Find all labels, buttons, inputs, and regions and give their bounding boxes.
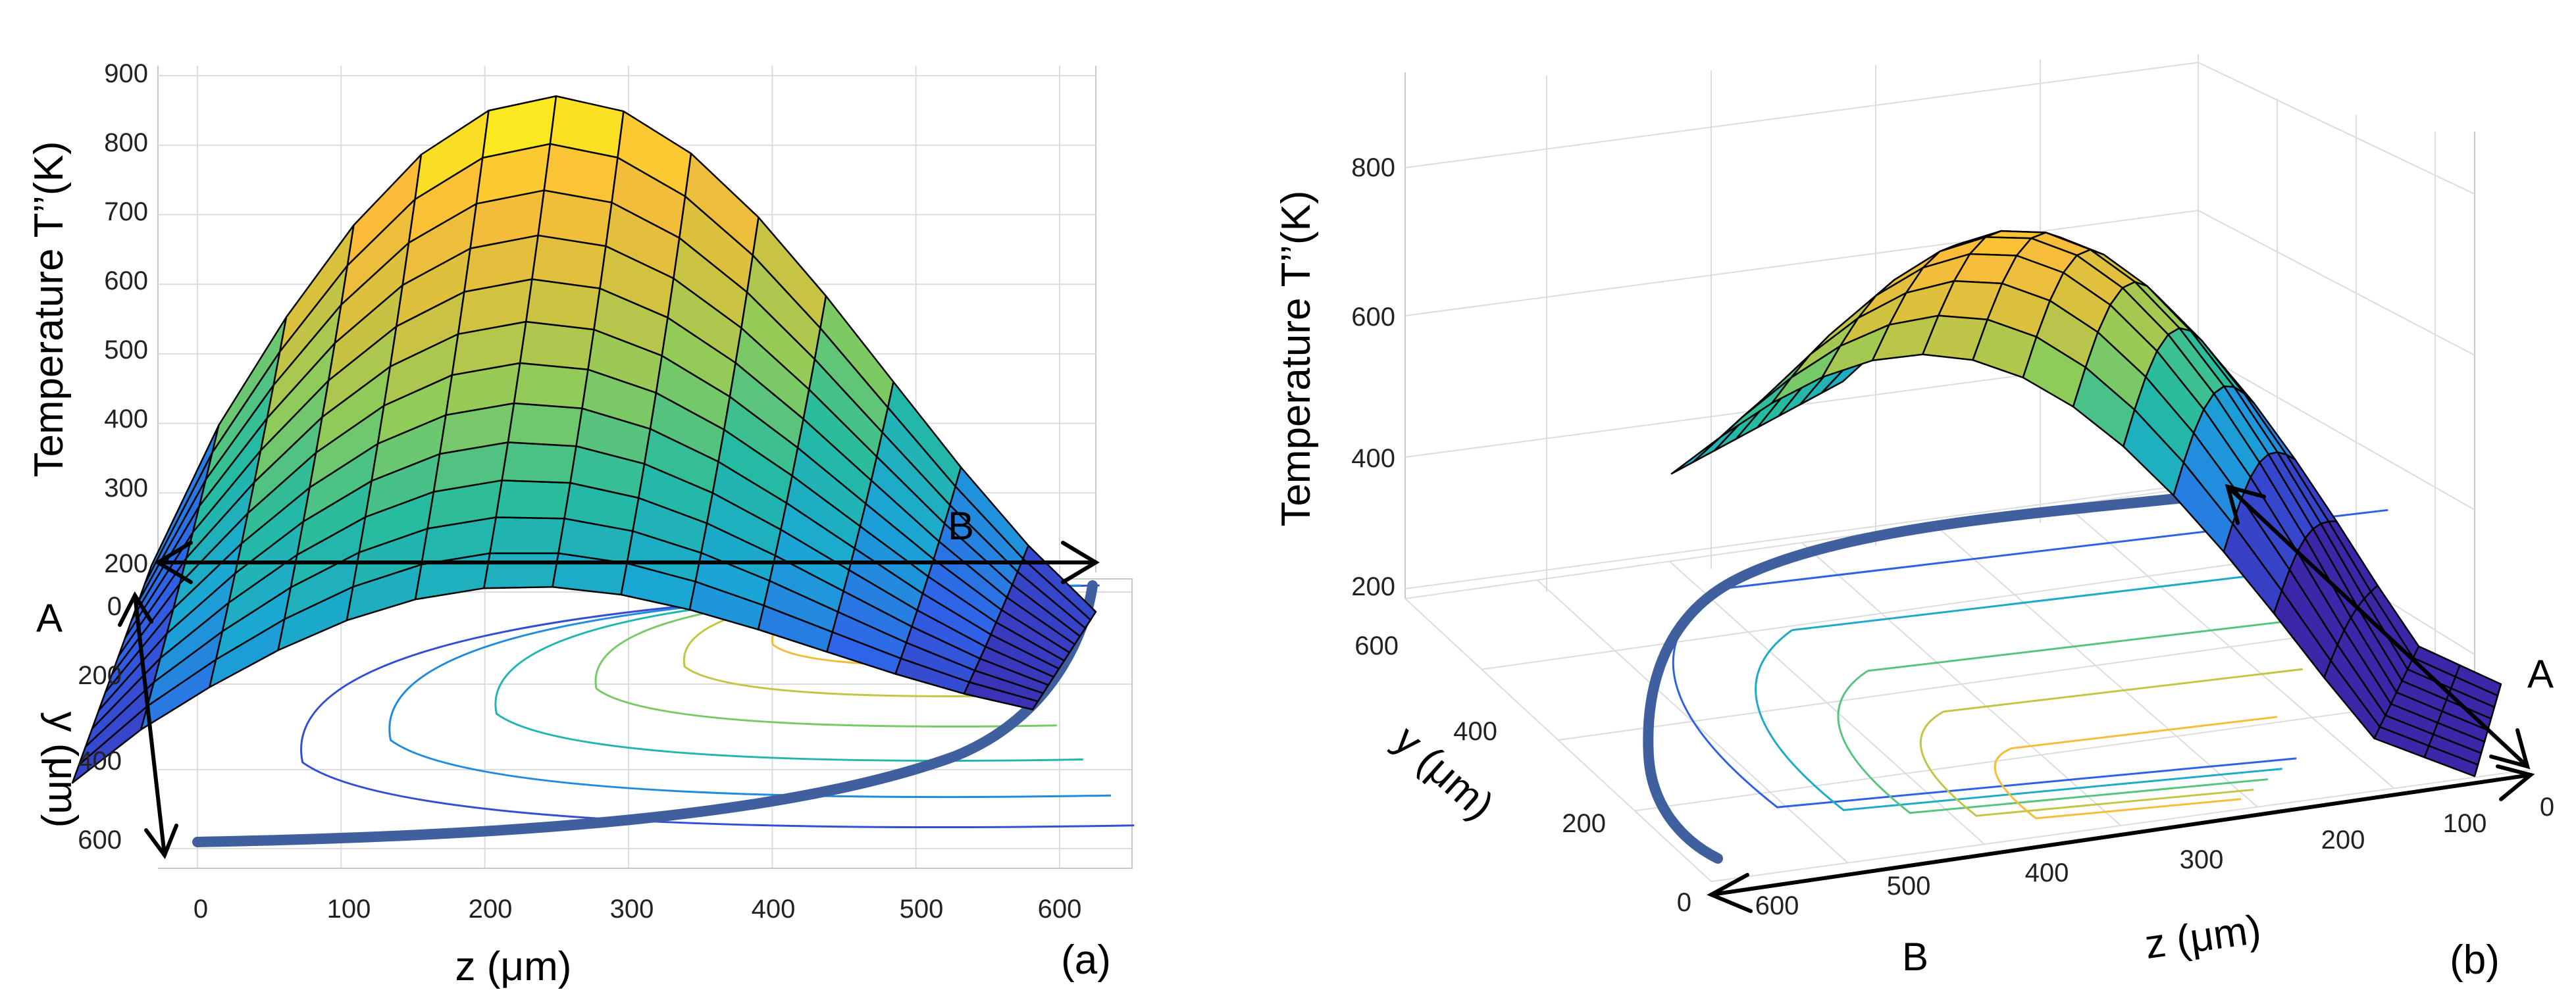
panel-a-xtick: 600	[1038, 895, 1082, 924]
panel-a-label-b: B	[948, 504, 974, 548]
panel-b-temperature-ticks: 800 600 400 200	[1351, 153, 1395, 601]
panel-b-gridline	[1481, 557, 2282, 670]
panel-b-label-a: A	[2527, 652, 2554, 696]
panel-a-ztick: 600	[104, 266, 148, 295]
panel-b-zlabel: Temperature T’’(K)	[1274, 190, 1319, 526]
panel-b-gridline	[1558, 628, 2365, 741]
panel-b-contour-line	[1837, 615, 2332, 814]
panel-a-xlabel: z (μm)	[455, 944, 572, 989]
panel-a-xtick: 100	[327, 895, 371, 924]
panel-b-contour-line	[1919, 668, 2303, 817]
panel-a-temperature-ticks: 900 800 700 600 500 400 300 200	[104, 59, 148, 578]
panel-a-ztick: 900	[104, 59, 148, 88]
panel-a-ztick: 700	[104, 197, 148, 226]
panel-b-boundary-curve	[1643, 491, 2200, 864]
panel-b-gridline	[2198, 351, 2475, 510]
panel-b-ytick: 400	[1453, 717, 1497, 746]
panel-a-ytick: 600	[78, 826, 122, 855]
panel-a-x-ticks: 0 100 200 300 400 500 600	[193, 895, 1082, 924]
panel-b-ytick: 0	[1677, 888, 1691, 917]
panel-a-surface-patch	[489, 516, 565, 555]
panel-a-xtick: 300	[610, 895, 654, 924]
panel-a-arrow-a	[118, 591, 178, 860]
panel-a-surface	[71, 95, 1097, 784]
panel-a-surface-patch	[501, 441, 577, 484]
panel-a-ytick: 0	[107, 592, 122, 621]
panel-b-ztick: 600	[1351, 303, 1395, 332]
panel-a-surface-patch	[483, 552, 559, 589]
panel-b-gridline	[1634, 698, 2448, 812]
panel-b-ytick: 600	[1354, 632, 1399, 660]
panel-b-x-ticks: 0 100 200 300 400 500 600	[1755, 793, 2555, 920]
panel-b-ztick: 800	[1351, 153, 1395, 182]
panel-a-ztick: 800	[104, 128, 148, 157]
panel-b-surface-patch	[2423, 745, 2479, 778]
panel-b-gridline	[1711, 769, 2531, 882]
panel-b-xlabel: z (μm)	[2142, 906, 2264, 968]
panel-a-ylabel: y (μm)	[40, 712, 86, 828]
panel-a-xtick: 0	[193, 895, 208, 924]
panel-a-xtick: 400	[752, 895, 796, 924]
panel-a-ztick: 200	[104, 549, 148, 578]
panel-a-panel-label: (a)	[1061, 937, 1111, 983]
panel-b-gridline	[1404, 210, 2199, 316]
panel-b-gridline	[2198, 62, 2475, 195]
panel-b-xtick: 0	[2540, 793, 2554, 822]
panel-b-ztick: 400	[1351, 444, 1395, 473]
panel-b-gridline	[2198, 210, 2475, 356]
panel-a-ytick: 200	[78, 661, 122, 690]
panel-a-zlabel: Temperature T’’(K)	[26, 141, 72, 477]
panel-b-gridline	[1404, 483, 2199, 589]
panel-a-chart: 900 800 700 600 500 400 300 200 0 200 40…	[26, 59, 1135, 989]
panel-b-xtick: 300	[2180, 845, 2224, 874]
panel-a-xtick: 500	[900, 895, 944, 924]
panel-a-boundary-curve	[192, 580, 1098, 847]
panel-b-xtick: 400	[2025, 858, 2069, 887]
panel-b-y-ticks: 0 200 400 600	[1354, 632, 1691, 917]
panel-a-surface-patch	[495, 479, 571, 520]
panel-a-xtick: 200	[469, 895, 513, 924]
panel-b-arrow-a	[2225, 484, 2531, 770]
panel-b-xtick: 500	[1887, 872, 1931, 901]
panel-a-arrow-b	[154, 541, 1100, 584]
panel-b-ztick: 200	[1351, 572, 1395, 601]
panel-b-gridline	[1404, 62, 2199, 168]
panel-b-xtick: 600	[1755, 891, 1799, 920]
panel-b-xtick: 100	[2443, 809, 2487, 838]
panel-b-surface-patch	[1670, 416, 1743, 475]
panel-b-grid	[1404, 55, 2531, 882]
panel-b-xtick: 200	[2321, 826, 2365, 855]
panel-b-panel-label: (b)	[2450, 937, 2500, 983]
panel-a-ytick: 400	[78, 747, 122, 776]
panel-a-y-ticks: 0 200 400 600	[78, 592, 122, 855]
panel-a-ztick: 300	[104, 474, 148, 503]
panel-b-chart: 800 600 400 200 0 200 400 600 0 100 200 …	[1274, 55, 2554, 983]
panel-b-ytick: 200	[1562, 809, 1606, 838]
panel-b-arrow-b	[1707, 764, 2535, 913]
panel-a-label-a: A	[36, 596, 63, 640]
panel-b-label-b: B	[1902, 935, 1928, 979]
panel-a-contour-line	[300, 584, 1135, 829]
panel-a-ztick: 500	[104, 335, 148, 364]
panel-b-contour-line	[1994, 716, 2278, 820]
panel-a-ztick: 400	[104, 405, 148, 434]
panel-a-surface-patch	[513, 362, 589, 410]
panel-a-surface-patch	[507, 402, 583, 447]
